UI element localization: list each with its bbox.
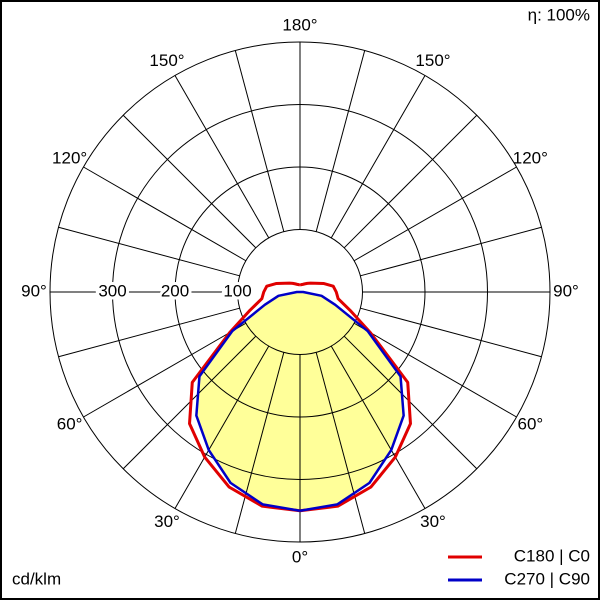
legend-label: C180 | C0	[514, 546, 590, 565]
grid-spoke	[315, 352, 366, 534]
grid-spoke	[360, 226, 542, 277]
legend-label: C270 | C90	[504, 569, 590, 588]
grid-spoke	[353, 322, 517, 418]
angle-tick-label: 0°	[292, 547, 308, 566]
grid-spoke	[122, 114, 257, 249]
efficiency-note: η: 100%	[528, 5, 590, 24]
grid-spoke	[343, 114, 478, 249]
series-line	[299, 290, 405, 512]
grid-spoke	[58, 307, 240, 358]
r-tick-label: 300	[98, 281, 126, 300]
grid-spoke	[360, 307, 542, 358]
grid-spoke	[58, 226, 240, 277]
unit-label: cd/klm	[12, 569, 61, 588]
angle-tick-label: 90°	[553, 281, 579, 300]
grid-spoke	[83, 166, 247, 262]
angle-tick-label: 90°	[21, 281, 47, 300]
grid-spoke	[353, 166, 517, 262]
grid-spoke	[83, 322, 247, 418]
grid-spoke	[234, 50, 285, 232]
grid-spoke	[174, 345, 270, 509]
series-line	[299, 281, 412, 513]
angle-tick-label: 30°	[420, 512, 446, 531]
angle-tick-label: 60°	[518, 414, 544, 433]
angle-tick-label: 120°	[513, 148, 548, 167]
angle-tick-label: 30°	[154, 512, 180, 531]
grid-spoke	[330, 345, 426, 509]
grid-spoke	[234, 352, 285, 534]
angle-tick-label: 150°	[149, 51, 184, 70]
grid-spoke	[330, 75, 426, 239]
angle-tick-label: 180°	[282, 15, 317, 34]
series-line	[188, 281, 301, 513]
series-line	[195, 290, 301, 512]
grid-spoke	[315, 50, 366, 232]
angle-tick-label: 120°	[52, 148, 87, 167]
angle-tick-label: 60°	[57, 414, 83, 433]
r-tick-label: 100	[223, 281, 251, 300]
grid-spoke	[174, 75, 270, 239]
angle-tick-label: 150°	[415, 51, 450, 70]
r-tick-label: 200	[161, 281, 189, 300]
